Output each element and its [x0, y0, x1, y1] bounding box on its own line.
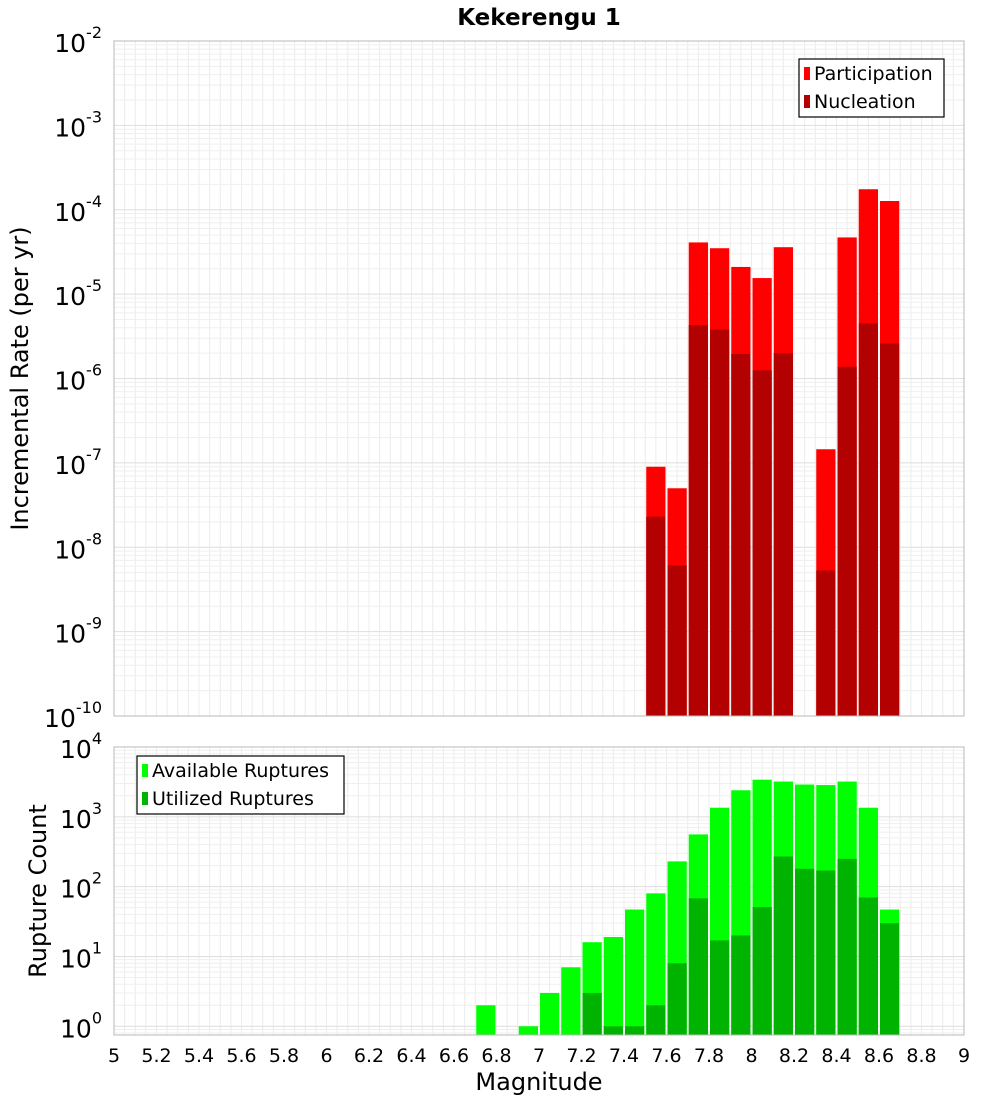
- rate-y-tick-label: 10-4: [54, 192, 102, 227]
- count-y-ticks: 100 101 102 103 104: [60, 729, 102, 1043]
- rate-legend-label: Participation: [814, 63, 933, 85]
- x-axis-label: Magnitude: [475, 1068, 602, 1096]
- count-y-tick-label: 101: [60, 938, 102, 973]
- count-x-ticks: 5 5.2 5.4 5.6 5.8 6 6.2 6.4 6.6 6.8 7 7.2 7.4 7.6 7.8 8…: [108, 1045, 970, 1067]
- rate-bar-s2: [752, 370, 772, 716]
- count-bar-s1: [561, 967, 581, 1035]
- rate-y-tick-label: 10-3: [54, 107, 102, 142]
- count-bar-s2: [858, 897, 878, 1035]
- x-tick-label: 5: [108, 1045, 120, 1067]
- rate-bar-s2: [837, 366, 857, 716]
- rate-bar-s2: [710, 329, 730, 716]
- rate-y-tick-label: 10-5: [54, 276, 102, 311]
- count-y-tick-label: 103: [60, 799, 102, 834]
- rate-bar-s2: [773, 353, 793, 716]
- count-bar-s2: [816, 870, 836, 1035]
- x-tick-label: 7.6: [651, 1045, 681, 1067]
- count-bar-s2: [625, 1026, 645, 1035]
- x-tick-label: 8.6: [864, 1045, 894, 1067]
- x-tick-label: 8.2: [779, 1045, 809, 1067]
- rate-panel: 10-10 10-9 10-8 10-7 10-6 10-5 10-4 10-3 10-2 Inc…: [6, 5, 965, 733]
- rate-bar-s2: [667, 565, 687, 716]
- rate-legend-label: Nucleation: [814, 91, 916, 113]
- count-y-axis-label: Rupture Count: [24, 804, 52, 978]
- x-tick-label: 7: [533, 1045, 545, 1067]
- x-tick-label: 9: [958, 1045, 970, 1067]
- x-tick-label: 5.8: [269, 1045, 299, 1067]
- x-tick-label: 7.2: [566, 1045, 596, 1067]
- x-tick-label: 6.2: [354, 1045, 384, 1067]
- x-tick-label: 5.4: [184, 1045, 214, 1067]
- rate-bars: [646, 189, 900, 717]
- count-legend: Available Ruptures Utilized Ruptures: [136, 755, 345, 815]
- x-tick-label: 6: [320, 1045, 332, 1067]
- count-bar-s2: [603, 1026, 623, 1035]
- count-frame: [113, 746, 965, 1036]
- rate-grid: [113, 40, 965, 717]
- rate-bar-s2: [880, 343, 900, 716]
- count-y-tick-label: 104: [60, 729, 102, 764]
- count-bar-s2: [731, 935, 751, 1035]
- rate-y-tick-label: 10-8: [54, 529, 102, 564]
- count-legend-swatch: [142, 792, 148, 805]
- count-bar-s1: [603, 936, 623, 1035]
- count-bar-s2: [582, 992, 602, 1035]
- count-bar-s2: [773, 856, 793, 1035]
- chart-title: Kekerengu 1: [457, 5, 620, 31]
- x-tick-label: 6.8: [481, 1045, 511, 1067]
- count-bar-s1: [646, 893, 666, 1035]
- x-tick-label: 8.8: [906, 1045, 936, 1067]
- x-tick-label: 7.8: [694, 1045, 724, 1067]
- count-legend-label: Utilized Ruptures: [152, 788, 314, 810]
- count-y-tick-label: 102: [60, 869, 102, 904]
- count-panel: 100 101 102 103 104 Rupture Count 5 5.2 5.4 5.6 5.…: [24, 729, 970, 1096]
- count-legend-swatch: [142, 764, 148, 777]
- count-bar-s1: [518, 1026, 538, 1035]
- count-bar-s2: [880, 923, 900, 1035]
- x-tick-label: 6.6: [439, 1045, 469, 1067]
- rate-legend-swatch: [804, 67, 810, 80]
- rate-bar-s2: [816, 570, 836, 716]
- count-bar-s2: [646, 1005, 666, 1035]
- x-tick-label: 8: [745, 1045, 757, 1067]
- rate-bar-s2: [688, 325, 708, 716]
- count-bar-s2: [795, 868, 815, 1035]
- count-bar-s2: [837, 858, 857, 1035]
- x-tick-label: 8.4: [821, 1045, 851, 1067]
- count-bar-s2: [752, 907, 772, 1035]
- rate-y-tick-label: 10-10: [44, 698, 102, 733]
- count-bar-s2: [710, 940, 730, 1035]
- x-tick-label: 7.4: [609, 1045, 639, 1067]
- count-bars: [476, 779, 900, 1035]
- rate-bar-s2: [858, 323, 878, 716]
- rate-y-tick-label: 10-7: [54, 445, 102, 480]
- count-y-tick-label: 100: [60, 1008, 102, 1043]
- count-bar-s1: [625, 909, 645, 1035]
- count-legend-label: Available Ruptures: [152, 760, 329, 782]
- rate-bar-s2: [646, 516, 666, 716]
- rate-legend: Participation Nucleation: [798, 58, 945, 118]
- rate-y-tick-label: 10-9: [54, 614, 102, 649]
- x-tick-label: 6.4: [396, 1045, 426, 1067]
- count-bar-s2: [667, 963, 687, 1035]
- rate-legend-box: [798, 58, 945, 118]
- count-bar-s1: [476, 1005, 496, 1035]
- x-tick-label: 5.6: [226, 1045, 256, 1067]
- rate-y-tick-label: 10-2: [54, 23, 102, 58]
- rate-bar-s2: [731, 354, 751, 716]
- x-tick-label: 5.2: [141, 1045, 171, 1067]
- rate-y-ticks: 10-10 10-9 10-8 10-7 10-6 10-5 10-4 10-3 10-2: [44, 23, 102, 733]
- rate-y-axis-label: Incremental Rate (per yr): [6, 226, 34, 530]
- rate-legend-swatch: [804, 95, 810, 108]
- rate-frame: [113, 40, 965, 717]
- count-legend-box: [136, 755, 345, 815]
- rate-y-tick-label: 10-6: [54, 361, 102, 396]
- count-bar-s2: [688, 898, 708, 1035]
- count-bar-s1: [540, 992, 560, 1035]
